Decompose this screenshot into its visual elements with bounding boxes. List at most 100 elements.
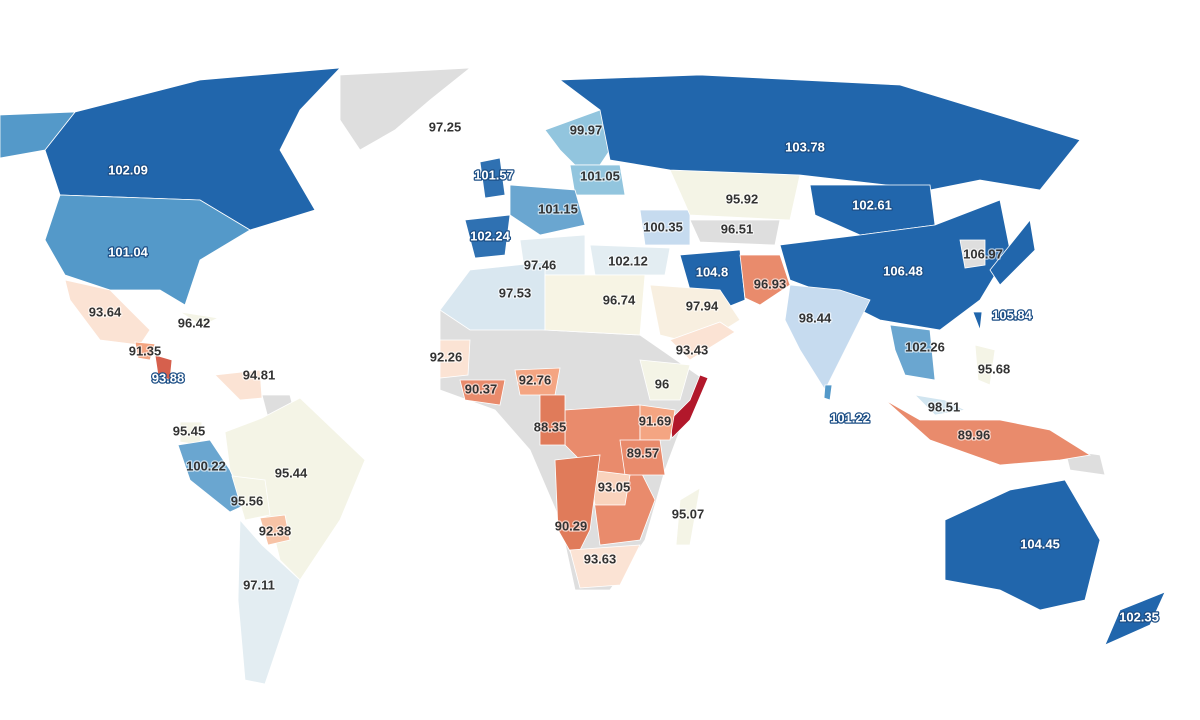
value-label: 89.96	[958, 427, 991, 442]
value-label: 96.42	[178, 315, 211, 330]
value-label: 98.44	[799, 310, 832, 325]
value-label: 95.45	[173, 423, 206, 438]
value-label: 93.88	[152, 370, 185, 385]
value-label: 90.37	[465, 381, 498, 396]
value-label: 96.93	[754, 276, 787, 291]
value-label: 91.35	[129, 343, 162, 358]
value-label: 97.25	[429, 119, 462, 134]
value-label: 97.94	[686, 298, 719, 313]
value-label: 96	[655, 376, 669, 391]
value-label: 93.63	[584, 551, 617, 566]
country-shape	[569, 164, 626, 196]
country-shape	[913, 394, 967, 416]
value-label: 97.46	[524, 257, 557, 272]
value-label: 99.97	[570, 122, 603, 137]
value-label: 101.57	[474, 167, 514, 182]
labels: 97.25 102.09 101.04 93.64 96.42 91.35 93.88 94.…	[87, 118, 1160, 626]
value-label: 101.22	[830, 410, 870, 425]
value-label: 102.12	[608, 253, 648, 268]
value-label: 96.51	[721, 221, 754, 236]
value-label: 95.68	[978, 361, 1011, 376]
value-label: 101.05	[580, 168, 620, 183]
country-shape	[679, 249, 746, 311]
country-shape	[669, 321, 736, 361]
value-label: 95.56	[231, 493, 264, 508]
country-shape	[259, 514, 291, 546]
value-label: 90.29	[555, 518, 588, 533]
value-label: 106.48	[883, 263, 923, 278]
value-label: 101.15	[538, 201, 578, 216]
country-shape	[639, 359, 691, 401]
value-label: 100.22	[186, 458, 226, 473]
country-shape	[944, 479, 1101, 611]
value-label: 95.44	[275, 465, 308, 480]
country-shape	[959, 239, 986, 269]
country-shape	[558, 74, 1081, 191]
country-shape	[459, 379, 506, 406]
country-shape	[974, 344, 996, 386]
value-label: 93.43	[676, 342, 709, 357]
value-label: 102.61	[852, 197, 892, 212]
value-label: 100.35	[643, 219, 683, 234]
country-shape	[739, 254, 791, 306]
value-label: 94.81	[243, 367, 276, 382]
regions	[0, 67, 1166, 685]
value-label: 97.11	[243, 577, 275, 592]
value-label: 101.04	[108, 244, 149, 259]
value-label: 98.51	[928, 399, 961, 414]
country-shape	[675, 487, 701, 546]
country-shape	[889, 324, 936, 381]
country-shape	[44, 67, 342, 231]
country-shape	[179, 311, 220, 327]
somalia	[669, 374, 709, 439]
country-shape	[884, 399, 1092, 466]
country-shape	[479, 157, 506, 199]
country-shape	[554, 454, 601, 561]
country-shape	[439, 261, 546, 331]
value-label: 104.45	[1020, 536, 1060, 551]
country-shape	[823, 384, 833, 401]
country-shape	[339, 67, 472, 151]
country-shape	[639, 209, 691, 246]
country-shape	[509, 184, 586, 236]
value-label: 92.38	[259, 523, 292, 538]
value-label: 95.92	[726, 191, 759, 206]
value-label: 93.05	[598, 479, 631, 494]
value-label: 102.09	[108, 162, 148, 177]
value-label: 102.35	[1119, 609, 1159, 624]
value-label: 97.53	[499, 285, 532, 300]
country-shape	[569, 544, 641, 589]
country-shape	[237, 518, 301, 685]
country-shape	[134, 341, 156, 361]
value-label: 106.97	[963, 246, 1003, 261]
country-shape	[784, 284, 871, 391]
value-label: 88.35	[534, 419, 567, 434]
country-shape	[154, 354, 173, 381]
value-label: 105.84	[992, 307, 1033, 322]
value-label: 91.69	[639, 413, 672, 428]
country-shape	[589, 244, 671, 276]
country-shape	[544, 274, 646, 336]
country-shape	[639, 404, 676, 441]
country-shape	[972, 219, 1036, 331]
value-label: 103.78	[785, 139, 825, 154]
value-label: 104.8	[696, 264, 729, 279]
value-label: 102.24	[470, 228, 511, 243]
value-label: 92.76	[519, 372, 552, 387]
country-shape	[464, 214, 511, 259]
value-label: 89.57	[627, 445, 660, 460]
value-label: 95.07	[672, 506, 705, 521]
value-label: 102.26	[905, 339, 945, 354]
country-shape	[689, 219, 781, 246]
country-shape	[0, 111, 251, 306]
country-shape	[1104, 591, 1166, 646]
value-label: 92.26	[430, 349, 463, 364]
country-shape	[439, 339, 471, 379]
country-shape	[231, 475, 271, 521]
value-label: 96.74	[603, 292, 636, 307]
country-shape	[224, 397, 366, 581]
value-label: 93.64	[89, 304, 122, 319]
country-shape	[539, 394, 566, 446]
country-shape	[214, 369, 263, 401]
